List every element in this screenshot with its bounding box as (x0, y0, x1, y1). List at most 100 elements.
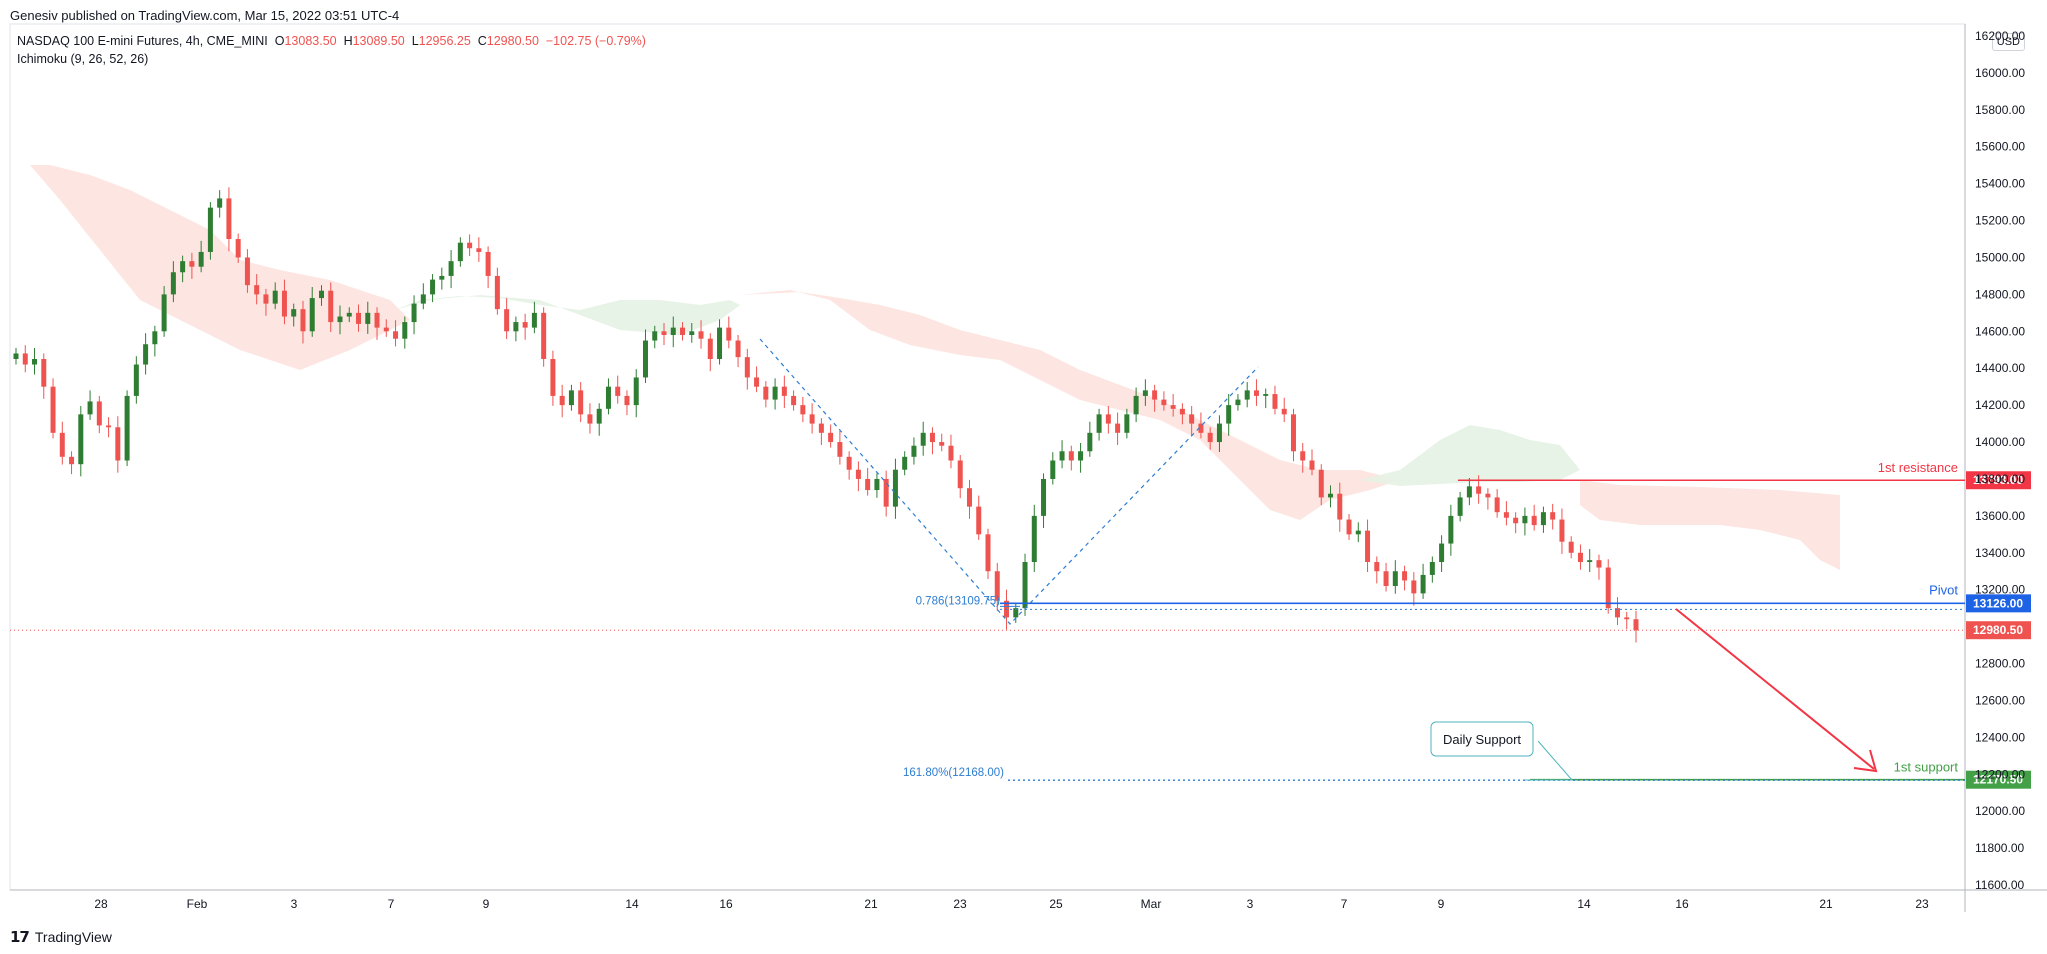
candle-body (1105, 414, 1111, 424)
candle-body (430, 279, 436, 295)
candle-body (309, 298, 315, 332)
candle-body (1226, 405, 1232, 424)
candles (13, 187, 1639, 643)
candle-body (976, 506, 982, 535)
candle-body (1124, 414, 1130, 433)
candle-body (383, 327, 389, 332)
candle-body (1272, 394, 1278, 409)
candle-body (152, 331, 158, 345)
candle-body (411, 303, 417, 323)
candle-body (207, 207, 213, 252)
candle-body (1115, 423, 1121, 433)
candle-body (189, 261, 195, 267)
candle-body (1503, 512, 1509, 518)
candle-body (1087, 432, 1093, 452)
price-tick-label: 14800.00 (1975, 287, 2025, 301)
pivot-price-badge (1966, 594, 2031, 613)
candle-body (1300, 451, 1306, 461)
candle-body (226, 198, 232, 240)
candle-body (393, 331, 399, 339)
price-chart[interactable]: 1st resistance Pivot 1st support 0.786(1310… (0, 0, 2047, 920)
pivot-price-badge-text: 13126.00 (1973, 596, 2023, 610)
candle-body (1309, 460, 1315, 470)
candle-body (754, 377, 760, 387)
candle-body (1568, 541, 1574, 553)
candle-body (661, 331, 667, 335)
candle-body (948, 445, 954, 461)
candle-body (1624, 617, 1630, 620)
candle-body (541, 312, 547, 359)
price-tick-label: 15800.00 (1975, 103, 2025, 117)
candle-body (680, 327, 686, 335)
time-axis[interactable]: 28 Feb 3 7 9 14 16 21 23 25 Mar 3 7 9 14 16 21 23 (94, 897, 1929, 911)
time-tick-label: Mar (1141, 897, 1162, 911)
candle-body (1207, 432, 1213, 443)
candle-body (22, 353, 28, 365)
candle-body (198, 251, 204, 267)
candle-body (291, 309, 297, 317)
indicator-legend[interactable]: Ichimoku (9, 26, 52, 26) (17, 52, 149, 66)
candle-body (735, 340, 741, 358)
candle-body (1420, 574, 1426, 594)
candle-body (892, 469, 898, 507)
price-tick-label: 14200.00 (1975, 398, 2025, 412)
low-value: 12956.25 (418, 34, 471, 48)
candle-body (1198, 423, 1204, 433)
footer-brand[interactable]: 𝟭𝟳 TradingView (10, 928, 112, 946)
candle-body (124, 395, 130, 461)
candle-body (1522, 515, 1528, 524)
candle-body (87, 401, 93, 415)
candle-body (1383, 571, 1389, 587)
candle-body (1365, 530, 1371, 563)
candle-body (1337, 493, 1343, 520)
candle-body (1031, 515, 1037, 563)
candle-body (374, 312, 380, 328)
candle-body (781, 386, 787, 396)
cloud-bearish-1 (14, 165, 410, 370)
candle-body (1531, 515, 1537, 526)
time-tick-label: 14 (625, 897, 639, 911)
time-tick-label: 14 (1577, 897, 1591, 911)
currency-badge[interactable]: USD (1991, 33, 2025, 51)
candle-body (69, 456, 75, 465)
candle-body (272, 290, 278, 304)
candle-body (1513, 517, 1519, 524)
price-tick-label: 15400.00 (1975, 177, 2025, 191)
candle-body (1411, 580, 1417, 594)
price-tick-label: 13200.00 (1975, 583, 2025, 597)
daily-support-callout[interactable] (1430, 721, 1534, 757)
candle-body (1022, 562, 1028, 609)
candle-body (846, 456, 852, 470)
candle-body (1429, 562, 1435, 575)
candle-body (1587, 560, 1593, 563)
candle-body (106, 425, 112, 428)
annotations: 1st resistance Pivot 1st support 0.786(1310… (10, 338, 2031, 789)
ichimoku-cloud (14, 165, 1840, 570)
candle-body (337, 316, 343, 323)
candle-body (1133, 395, 1139, 415)
candle-body (180, 261, 186, 273)
change-value: −102.75 (−0.79%) (545, 34, 646, 48)
price-tick-label: 12400.00 (1975, 730, 2025, 744)
candle-body (865, 478, 871, 491)
candle-body (1466, 486, 1472, 498)
candle-body (1041, 478, 1047, 516)
candle-body (78, 414, 84, 465)
candle-body (1253, 390, 1259, 396)
resistance-price-badge (1966, 471, 2031, 490)
price-tick-label: 12200.00 (1975, 767, 2025, 781)
candle-body (633, 377, 639, 406)
time-tick-label: 23 (953, 897, 967, 911)
time-tick-label: 16 (1675, 897, 1689, 911)
candle-body (1328, 493, 1334, 498)
support-price-badge (1966, 770, 2031, 789)
candle-body (254, 285, 260, 295)
candle-body (1494, 497, 1500, 513)
candle-body (957, 460, 963, 489)
candle-body (328, 290, 334, 323)
candle-body (902, 456, 908, 470)
candle-body (365, 312, 371, 324)
candle-body (1013, 608, 1019, 618)
price-axis[interactable]: 16200.00 16000.00 15800.00 15600.00 15400.00… (1975, 29, 2025, 892)
candle-body (578, 390, 584, 415)
